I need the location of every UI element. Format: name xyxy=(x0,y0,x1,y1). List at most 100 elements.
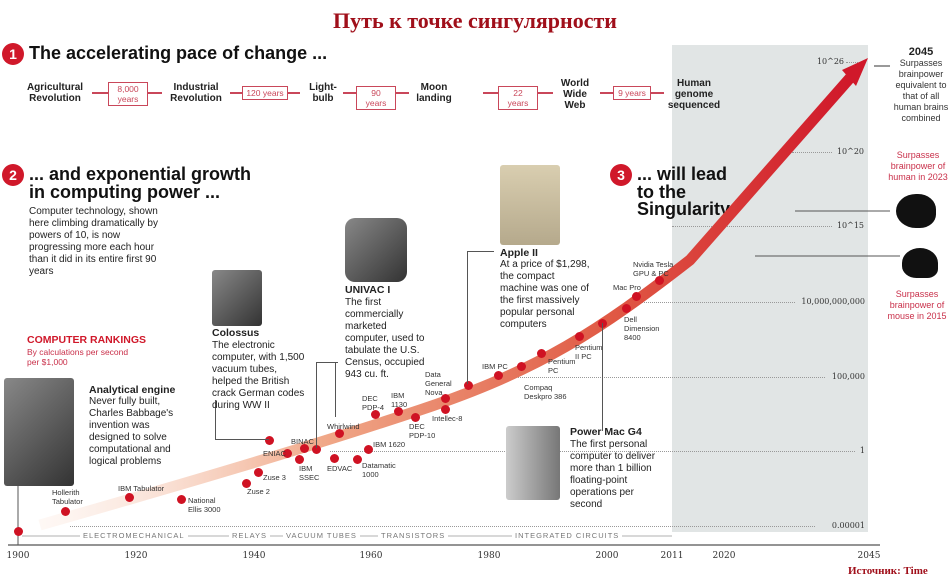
source-credit: Источник: Time xyxy=(848,565,928,577)
growth-band xyxy=(38,74,855,531)
analytical-engine-image xyxy=(4,378,74,486)
section3-heading-1: ... will lead xyxy=(637,164,728,184)
point-ibm1130[interactable] xyxy=(393,406,403,416)
point-macpro[interactable] xyxy=(631,291,641,301)
gridline xyxy=(846,62,866,63)
powermac-body: The first personal computer to deliver m… xyxy=(570,439,656,510)
y-label-1e15: 10^15 xyxy=(836,221,864,230)
y-label-1e20: 10^20 xyxy=(836,147,864,156)
point-hollerith[interactable] xyxy=(60,506,70,516)
point-edvac[interactable] xyxy=(329,453,339,463)
point-pentium2[interactable] xyxy=(574,331,584,341)
future-region xyxy=(672,45,868,532)
label-ibm1620: IBM 1620 xyxy=(373,440,406,449)
label-eniac: ENIAC xyxy=(263,449,286,458)
event-lightbulb: Light-bulb xyxy=(309,82,337,104)
point-binac[interactable] xyxy=(299,443,309,453)
section3-heading-3: Singularity xyxy=(637,199,731,219)
label-hollerith: Hollerith Tabulator xyxy=(52,488,83,506)
era-label: INTEGRATED CIRCUITS xyxy=(512,531,623,540)
label-zuse2: Zuse 2 xyxy=(247,487,270,496)
y-label-1: 1 xyxy=(859,446,865,455)
gap-label: 9 years xyxy=(613,86,651,100)
label-nova: Data General Nova xyxy=(425,370,452,397)
point-eniac[interactable] xyxy=(282,448,292,458)
point-apple2[interactable] xyxy=(463,380,473,390)
point-intellec[interactable] xyxy=(440,404,450,414)
rankings-title: COMPUTER RANKINGS xyxy=(27,334,147,346)
label-macpro: Mac Pro xyxy=(613,283,641,292)
point-datamatic[interactable] xyxy=(352,454,362,464)
label-ibm1130: IBM 1130 xyxy=(391,391,408,409)
point-zuse2[interactable] xyxy=(241,478,251,488)
connector xyxy=(602,323,603,431)
era-label: VACUUM TUBES xyxy=(283,531,360,540)
point-ellis[interactable] xyxy=(176,494,186,504)
apple-title: Apple II xyxy=(500,247,538,259)
label-ibmpc: IBM PC xyxy=(482,362,508,371)
point-ibm-tabulator[interactable] xyxy=(124,492,134,502)
gap-label: 120 years xyxy=(242,86,288,100)
label-datamatic: Datamatic 1000 xyxy=(362,461,396,479)
section3-heading-2: to the xyxy=(637,182,686,202)
gridline xyxy=(330,451,855,452)
gap-label: 8,000 years xyxy=(108,82,148,106)
arrow-head xyxy=(842,58,868,86)
univac-body: The first commercially marketed computer… xyxy=(345,297,425,380)
x-label: 1960 xyxy=(359,551,383,561)
section2-heading-1: ... and exponential growth xyxy=(29,164,252,184)
point-nova[interactable] xyxy=(440,393,450,403)
point-whirlwind[interactable] xyxy=(334,428,344,438)
analytical-body: Never fully built, Charles Babbage's inv… xyxy=(89,396,174,467)
colossus-body: The electronic computer, with 1,500 vacu… xyxy=(212,340,305,411)
x-label: 2045 xyxy=(857,551,881,561)
point-colossus[interactable] xyxy=(264,435,274,445)
step-2-badge: 2 xyxy=(2,164,24,186)
gridline xyxy=(70,526,815,527)
x-label: 2011 xyxy=(660,551,684,561)
point-ibmpc[interactable] xyxy=(493,370,503,380)
univac-title: UNIVAC I xyxy=(345,284,391,296)
label-pdp4: DEC PDP-4 xyxy=(362,394,385,412)
brain-icon xyxy=(896,194,936,228)
mouse-icon xyxy=(902,248,938,278)
gridline xyxy=(672,226,832,227)
step-1-badge: 1 xyxy=(2,43,24,65)
label-binac: BINAC xyxy=(291,437,314,446)
label-ssec: IBM SSEC xyxy=(299,464,320,482)
x-label: 1920 xyxy=(124,551,148,561)
x-label: 2020 xyxy=(712,551,736,561)
colossus-image xyxy=(212,270,262,326)
point-dell[interactable] xyxy=(621,303,631,313)
power-mac-image xyxy=(506,426,560,500)
point-pdp10[interactable] xyxy=(410,412,420,422)
gridline xyxy=(640,302,795,303)
point-nvidia[interactable] xyxy=(654,275,664,285)
x-label: 2000 xyxy=(595,551,619,561)
connector xyxy=(467,251,494,384)
era-label: RELAYS xyxy=(229,531,271,540)
x-label: 1980 xyxy=(477,551,501,561)
point-univac[interactable] xyxy=(311,444,321,454)
point-compaq[interactable] xyxy=(516,361,526,371)
point-1900[interactable] xyxy=(13,526,23,536)
label-nvidia: Nvidia Tesla GPU & PC xyxy=(633,260,674,278)
label-compaq: Compaq Deskpro 386 xyxy=(524,383,567,401)
univac-image xyxy=(345,218,407,282)
point-pdp4[interactable] xyxy=(370,409,380,419)
label-ellis: National Ellis 3000 xyxy=(188,496,221,514)
section2-body: Computer technology, shown here climbing… xyxy=(29,206,158,277)
event-genome: Human genome sequenced xyxy=(667,78,721,111)
label-intellec: Intellec-8 xyxy=(432,414,463,423)
y-label-1e26: 10^26 xyxy=(816,57,844,66)
connector xyxy=(215,400,269,440)
point-ssec[interactable] xyxy=(294,454,304,464)
point-pentium[interactable] xyxy=(536,348,546,358)
point-zuse3[interactable] xyxy=(253,467,263,477)
y-label-1e5: 100,000 xyxy=(831,372,865,381)
point-ibm1620[interactable] xyxy=(363,444,373,454)
era-label: ELECTROMECHANICAL xyxy=(80,531,188,540)
label-pentium2: Pentium II PC xyxy=(575,343,603,361)
connector xyxy=(335,362,336,417)
label-ibm-tabulator: IBM Tabulator xyxy=(118,484,165,493)
